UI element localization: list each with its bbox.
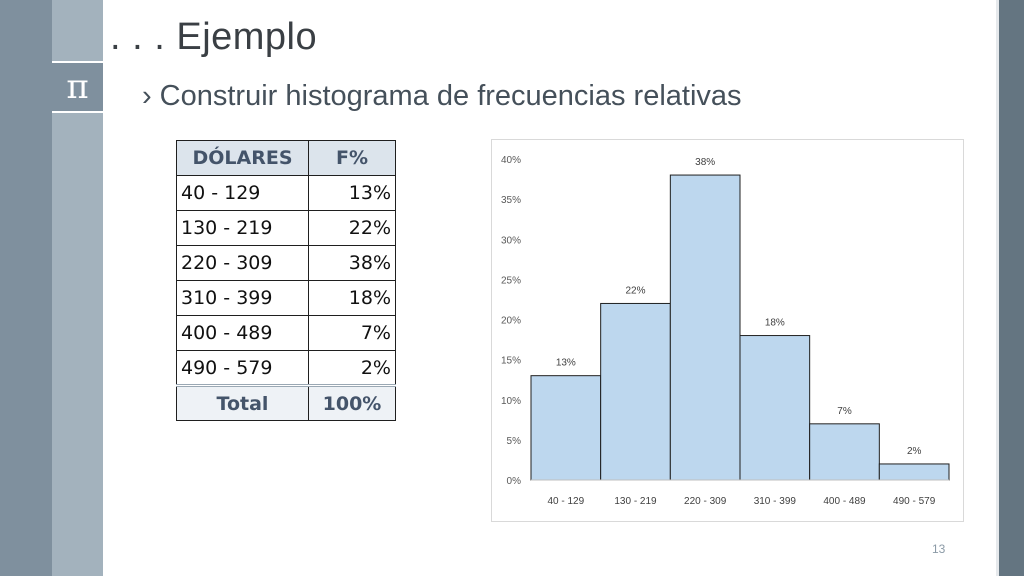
- page-number: 13: [932, 542, 946, 556]
- bar-data-label: 18%: [765, 318, 785, 329]
- pi-icon: π: [66, 67, 89, 107]
- table-cell-pct: 7%: [308, 315, 396, 351]
- bar-data-label: 7%: [837, 406, 852, 417]
- table-cell-range: 40 - 129: [176, 175, 309, 211]
- x-tick-label: 310 - 399: [754, 496, 797, 507]
- table-cell-range: 220 - 309: [176, 245, 309, 281]
- histogram-svg: 0% 5% 10% 15% 20% 25% 30% 35% 40% 13% 40 - 129 22% 1…: [501, 155, 950, 507]
- table-cell-pct: 2%: [308, 350, 396, 386]
- table-row: 490 - 579 2%: [176, 350, 396, 386]
- histogram-bar: [530, 375, 602, 481]
- table-cell-pct: 38%: [308, 245, 396, 281]
- table-cell-range: 130 - 219: [176, 210, 309, 246]
- x-tick-label: 220 - 309: [684, 496, 727, 507]
- table-cell-range: 310 - 399: [176, 280, 309, 316]
- table-header-row: DÓLARES F%: [176, 140, 396, 176]
- table-total-row: Total 100%: [176, 384, 396, 421]
- table-cell-pct: 18%: [308, 280, 396, 316]
- x-tick-label: 400 - 489: [823, 496, 866, 507]
- table-row: 40 - 129 13%: [176, 175, 396, 211]
- x-tick-label: 130 - 219: [614, 496, 657, 507]
- subtitle-text: Construir histograma de frecuencias rela…: [159, 80, 742, 112]
- table-total-label: Total: [176, 384, 309, 421]
- histogram-bar: [878, 463, 950, 481]
- table-cell-range: 490 - 579: [176, 350, 309, 386]
- left-decorative-bar: [0, 0, 52, 576]
- y-tick-label: 35%: [501, 195, 521, 206]
- y-tick-label: 40%: [501, 155, 521, 166]
- bar-data-label: 38%: [695, 157, 715, 168]
- x-tick-label: 40 - 129: [547, 496, 584, 507]
- frequency-table: DÓLARES F% 40 - 129 13% 130 - 219 22% 22…: [176, 140, 396, 421]
- histogram-bar: [739, 335, 811, 481]
- x-tick-label: 490 - 579: [893, 496, 936, 507]
- table-header-dolares: DÓLARES: [176, 140, 309, 176]
- histogram-bar: [809, 423, 880, 481]
- y-tick-label: 5%: [507, 436, 522, 447]
- histogram-bar: [669, 174, 741, 481]
- slide-subtitle: › Construir histograma de frecuencias rel…: [142, 80, 742, 113]
- table-header-fpct: F%: [308, 140, 396, 176]
- y-tick-label: 15%: [501, 356, 521, 367]
- table-cell-pct: 13%: [308, 175, 396, 211]
- y-tick-label: 20%: [501, 316, 521, 327]
- y-tick-label: 10%: [501, 396, 521, 407]
- bullet-chevron-icon: ›: [142, 80, 152, 112]
- bar-data-label: 2%: [907, 446, 922, 457]
- table-total-value: 100%: [308, 384, 396, 421]
- histogram-chart: 0% 5% 10% 15% 20% 25% 30% 35% 40% 13% 40 - 129 22% 1…: [491, 139, 964, 522]
- table-row: 130 - 219 22%: [176, 210, 396, 246]
- table-row: 310 - 399 18%: [176, 280, 396, 316]
- table-row: 400 - 489 7%: [176, 315, 396, 351]
- y-tick-label: 30%: [501, 235, 521, 246]
- histogram-bar: [600, 302, 671, 481]
- y-tick-label: 25%: [501, 275, 521, 286]
- slide-title: . . . Ejemplo: [110, 16, 318, 58]
- right-decorative-bar: [999, 0, 1024, 576]
- pi-logo: π: [52, 61, 103, 113]
- table-cell-pct: 22%: [308, 210, 396, 246]
- table-row: 220 - 309 38%: [176, 245, 396, 281]
- bar-data-label: 22%: [625, 285, 645, 296]
- y-tick-label: 0%: [507, 476, 522, 487]
- bar-data-label: 13%: [556, 358, 576, 369]
- table-cell-range: 400 - 489: [176, 315, 309, 351]
- right-decorative-stripe: [996, 0, 999, 576]
